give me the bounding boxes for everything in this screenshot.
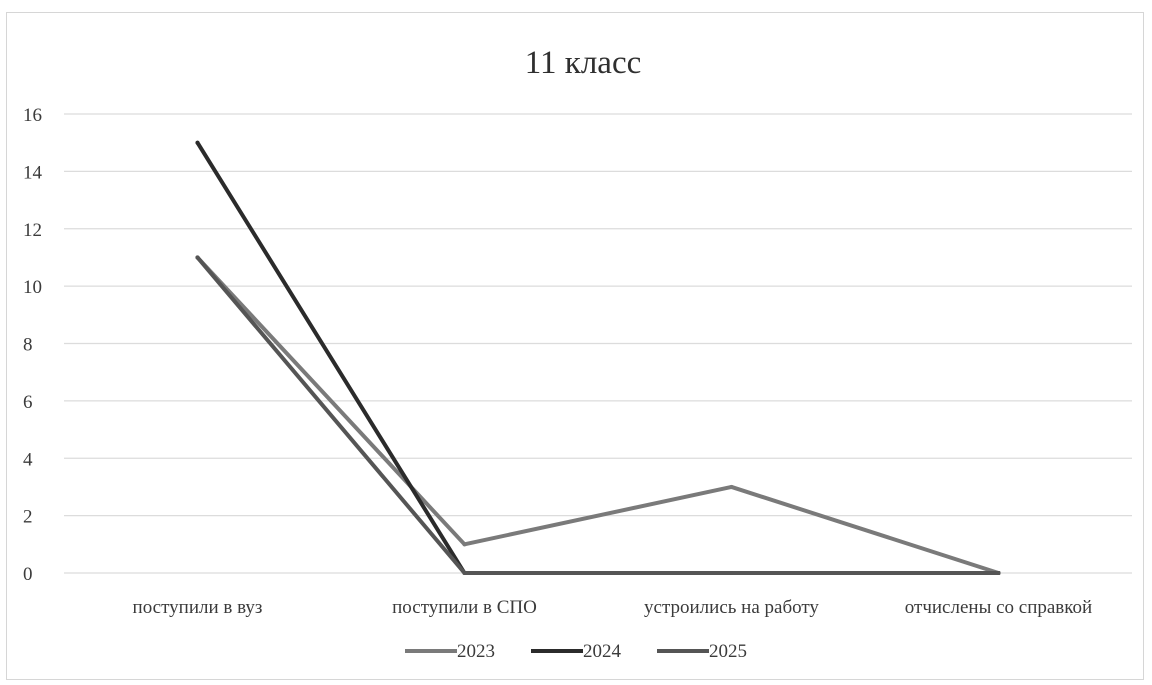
series-line-2024 xyxy=(195,140,1001,575)
legend-label: 2025 xyxy=(709,641,747,662)
y-tick-label: 8 xyxy=(23,335,33,356)
y-tick-label: 12 xyxy=(23,220,42,241)
y-tick-label: 2 xyxy=(23,507,33,528)
y-tick-label: 0 xyxy=(23,564,33,585)
grid-layer xyxy=(64,113,1132,574)
x-tick-label: поступили в вуз xyxy=(133,597,263,618)
legend-label: 2024 xyxy=(583,641,622,662)
data-point xyxy=(729,571,734,575)
x-axis-ticks: поступили в вуз поступили в СПО устроились… xyxy=(133,597,1093,618)
y-axis-ticks: 0 2 4 6 8 10 12 14 16 xyxy=(23,105,43,585)
chart-title: 11 класс xyxy=(525,45,641,81)
data-point xyxy=(729,484,734,489)
legend-label: 2023 xyxy=(457,641,495,662)
y-tick-label: 4 xyxy=(23,449,33,470)
y-tick-label: 16 xyxy=(23,105,42,126)
y-tick-label: 6 xyxy=(23,392,33,413)
data-point xyxy=(195,255,200,260)
data-point xyxy=(462,571,467,575)
y-tick-label: 14 xyxy=(23,162,43,183)
series-layer xyxy=(195,140,1001,575)
data-point xyxy=(462,542,467,547)
x-tick-label: отчислены со справкой xyxy=(905,597,1092,618)
data-point xyxy=(195,140,200,145)
x-tick-label: устроились на работу xyxy=(644,597,819,618)
x-tick-label: поступили в СПО xyxy=(392,597,537,618)
series-line-2025 xyxy=(195,255,1001,575)
series-line-2023 xyxy=(195,255,1001,575)
data-point xyxy=(996,571,1001,575)
legend: 2023 2024 2025 xyxy=(405,641,747,662)
chart-frame: 0 2 4 6 8 10 12 14 16 поступили в вуз поступили в… xyxy=(6,12,1144,680)
y-tick-label: 10 xyxy=(23,277,42,298)
